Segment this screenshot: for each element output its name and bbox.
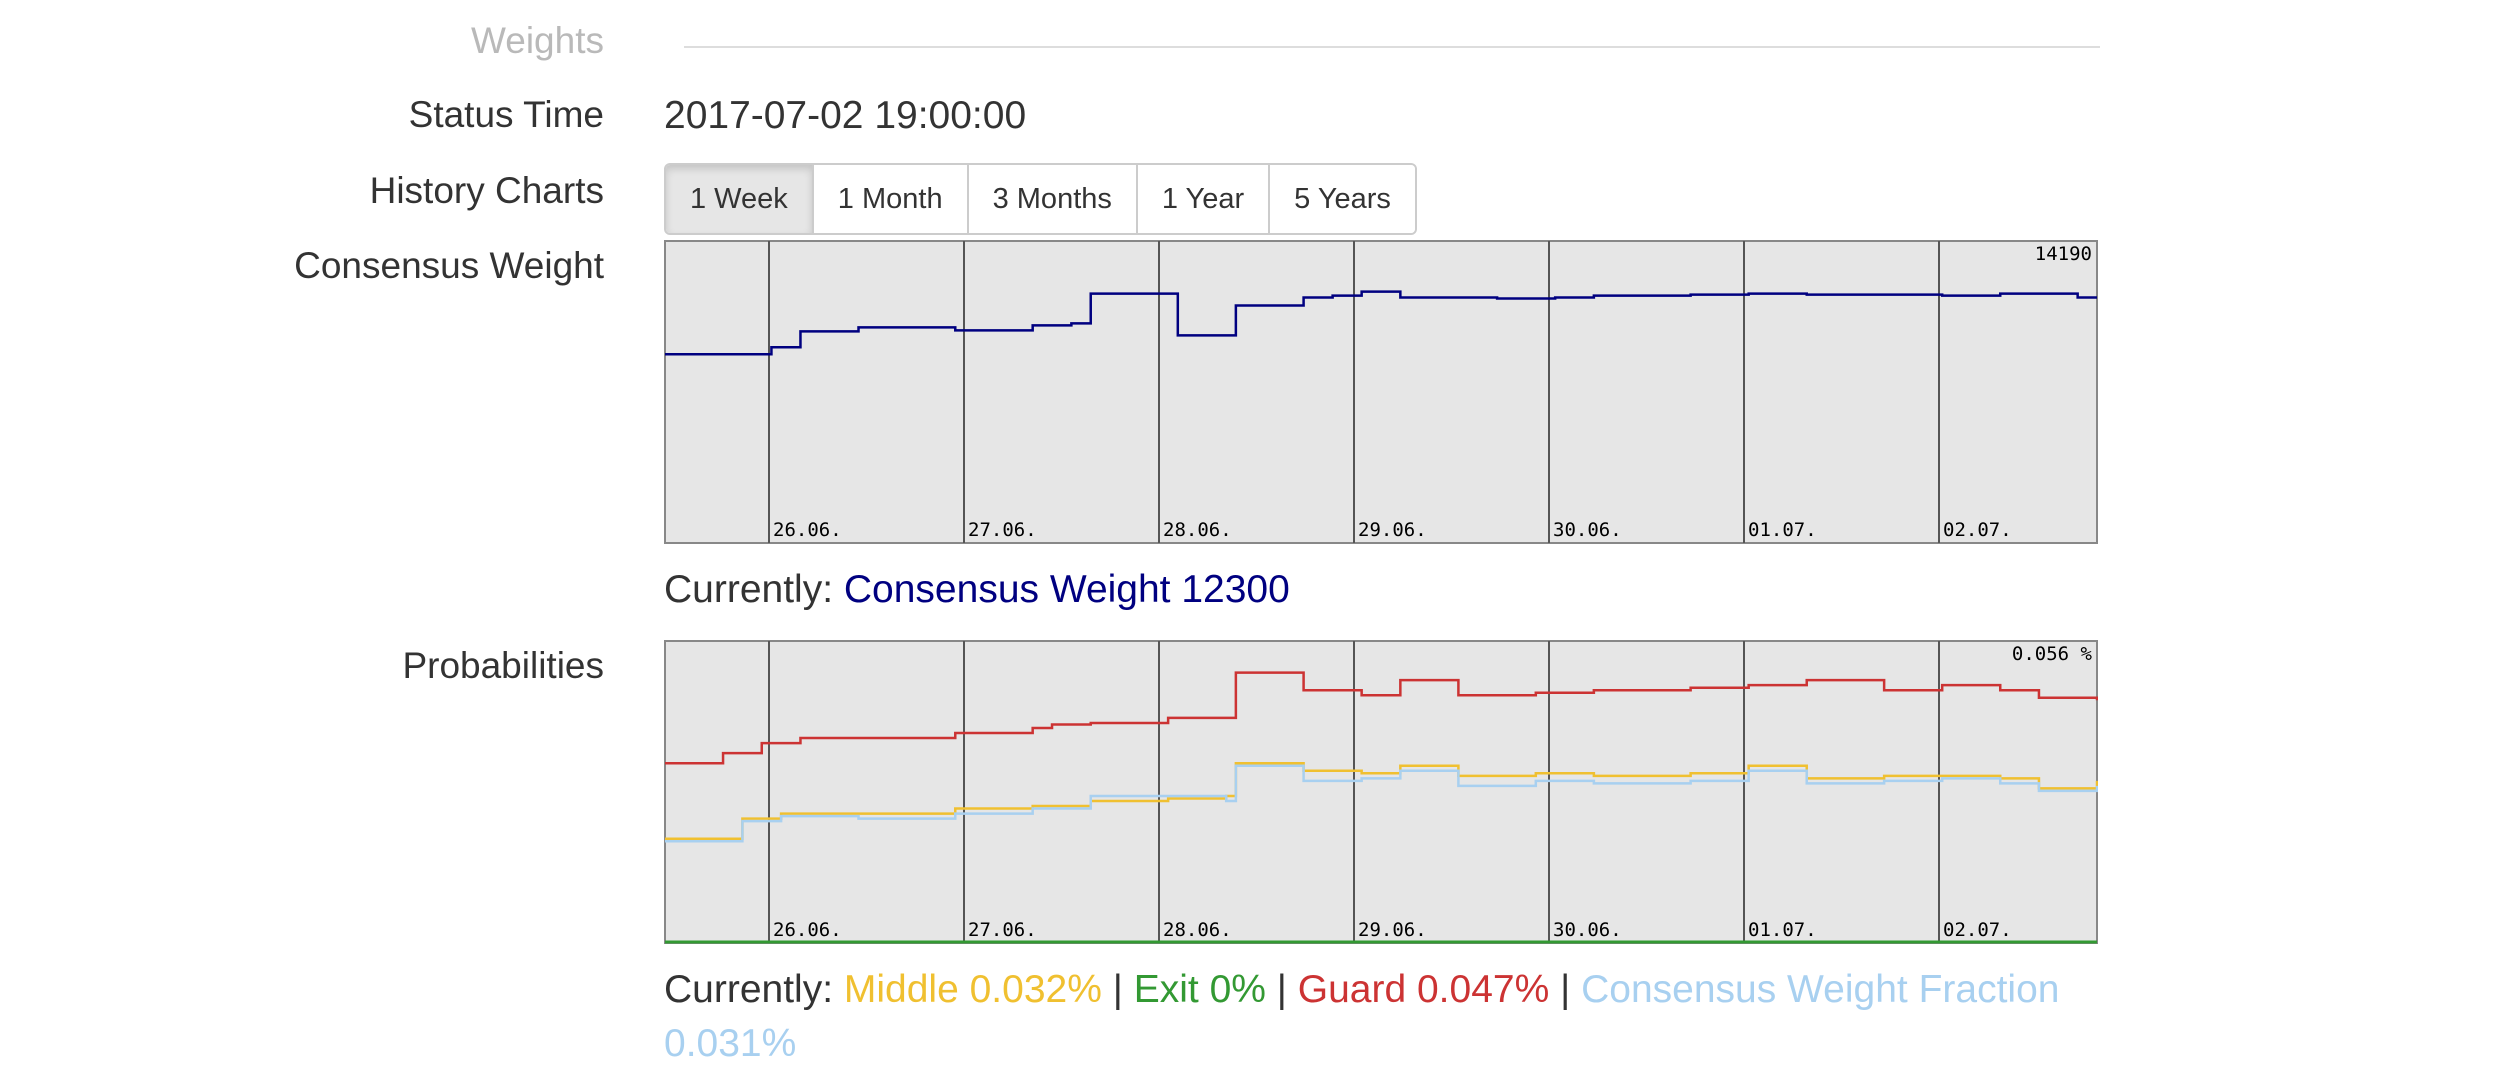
x-tick-label: 28.06.	[1163, 519, 1232, 541]
series-line-consensus-weight-fraction	[665, 764, 2098, 843]
history-button-1-month[interactable]: 1 Month	[813, 165, 969, 233]
weights-section-label: Weights	[471, 20, 604, 61]
chart-plot-area	[664, 640, 2098, 944]
series-line-middle	[665, 761, 2098, 841]
x-tick-label: 27.06.	[968, 519, 1037, 541]
probabilities-current-line: Currently: Middle 0.032% | Exit 0% | Gua…	[664, 968, 2059, 1012]
status-time-value: 2017-07-02 19:00:00	[664, 94, 1027, 137]
section-divider	[684, 46, 2100, 48]
legend-separator: |	[1276, 968, 1287, 1011]
history-charts-label: History Charts	[369, 170, 604, 211]
currently-label: Currently:	[664, 568, 834, 611]
status-time-label: Status Time	[408, 94, 604, 135]
consensus-weight-chart: 26.06. 27.06. 28.06. 29.06. 30.06. 01.07. 02.0…	[664, 240, 2098, 544]
history-button-5-years[interactable]: 5 Years	[1270, 165, 1415, 233]
currently-label: Currently:	[664, 968, 834, 1011]
max-value-label: 14190	[2035, 243, 2092, 265]
probabilities-label: Probabilities	[402, 645, 604, 686]
x-tick-label: 29.06.	[1358, 919, 1427, 941]
fraction-current-label: Consensus Weight Fraction	[1581, 968, 2060, 1011]
probabilities-chart: 26.06. 27.06. 28.06. 29.06. 30.06. 01.07. 02.0…	[664, 640, 2098, 944]
legend-separator: |	[1560, 968, 1571, 1011]
x-tick-label: 30.06.	[1553, 919, 1622, 941]
x-tick-label: 26.06.	[773, 519, 842, 541]
chart-svg: 26.06. 27.06. 28.06. 29.06. 30.06. 01.07. 02.0…	[664, 240, 2098, 544]
history-button-1-year[interactable]: 1 Year	[1137, 165, 1271, 233]
max-value-label: 0.056 %	[2012, 643, 2093, 665]
x-tick-label: 28.06.	[1163, 919, 1232, 941]
fraction-current-value: 0.031%	[664, 1022, 797, 1065]
consensus-current-value: Consensus Weight 12300	[843, 568, 1290, 611]
legend-separator: |	[1112, 968, 1123, 1011]
middle-current-value: Middle 0.032%	[843, 968, 1102, 1011]
consensus-weight-label: Consensus Weight	[294, 245, 604, 286]
series-line-guard	[665, 671, 2098, 765]
x-tick-label: 27.06.	[968, 919, 1037, 941]
x-tick-label: 02.07.	[1943, 919, 2012, 941]
consensus-current-line: Currently: Consensus Weight 12300	[664, 568, 1290, 612]
guard-current-value: Guard 0.047%	[1297, 968, 1550, 1011]
exit-current-value: Exit 0%	[1133, 968, 1266, 1011]
x-tick-label: 29.06.	[1358, 519, 1427, 541]
series-line-consensus-weight	[665, 290, 2097, 356]
x-tick-label: 30.06.	[1553, 519, 1622, 541]
x-tick-label: 26.06.	[773, 919, 842, 941]
x-tick-label: 02.07.	[1943, 519, 2012, 541]
x-tick-label: 01.07.	[1748, 919, 1817, 941]
history-button-1-week[interactable]: 1 Week	[666, 165, 814, 233]
chart-svg: 26.06. 27.06. 28.06. 29.06. 30.06. 01.07. 02.0…	[664, 640, 2098, 944]
history-range-selector: 1 Week 1 Month 3 Months 1 Year 5 Years	[664, 163, 1417, 235]
chart-plot-area	[664, 240, 2098, 544]
x-tick-label: 01.07.	[1748, 519, 1817, 541]
history-button-3-months[interactable]: 3 Months	[968, 165, 1138, 233]
